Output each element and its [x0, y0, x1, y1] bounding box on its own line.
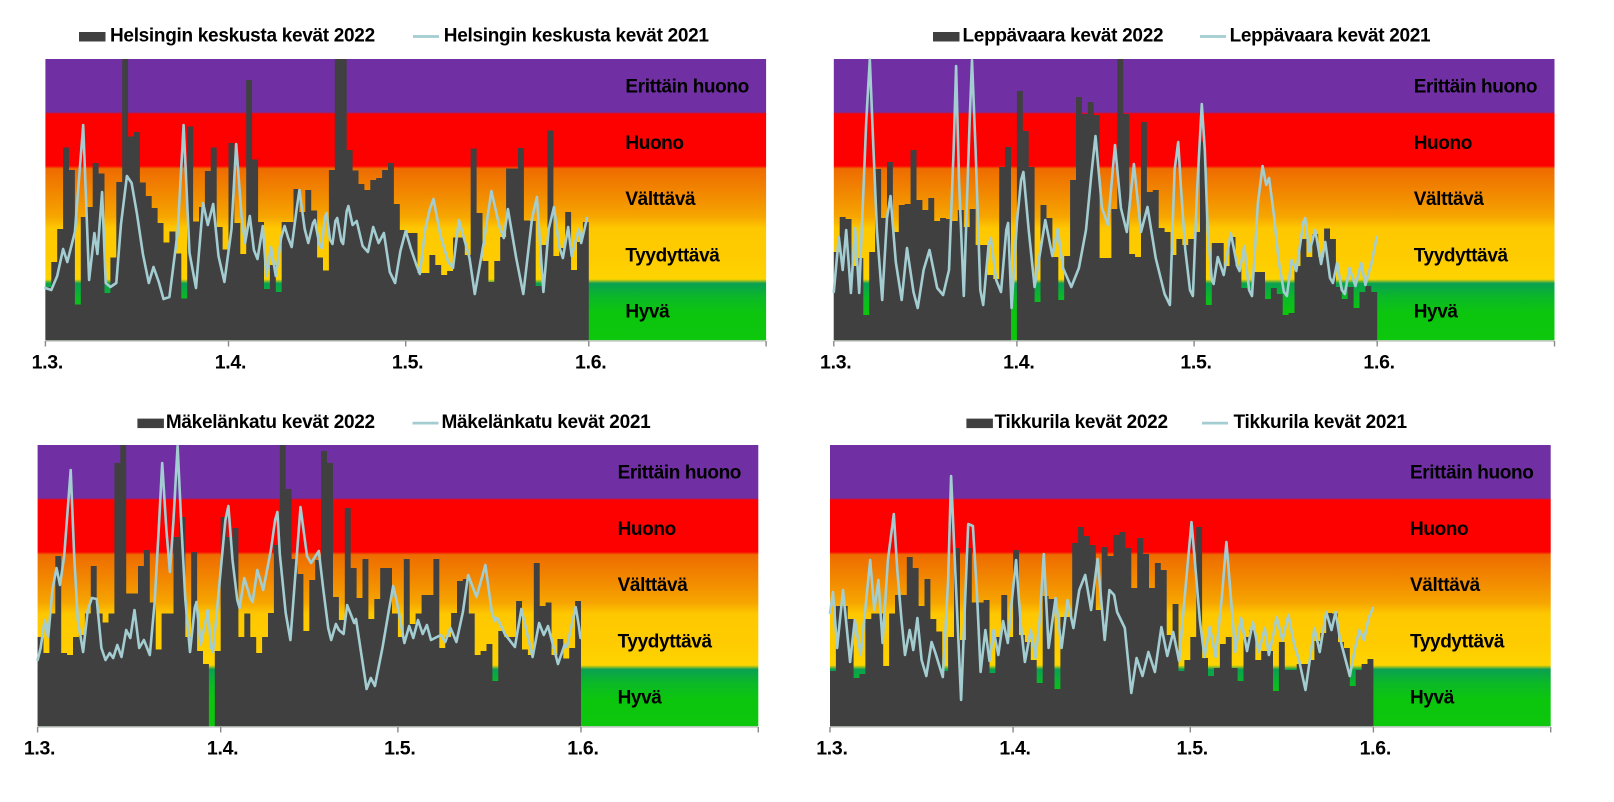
svg-text:1.5.: 1.5. [384, 738, 415, 760]
svg-text:Välttävä: Välttävä [1410, 575, 1481, 596]
svg-text:Välttävä: Välttävä [625, 189, 696, 210]
svg-text:Erittäin huono: Erittäin huono [1410, 463, 1533, 484]
svg-text:1.5.: 1.5. [1177, 738, 1208, 760]
svg-text:1.6.: 1.6. [575, 352, 606, 374]
svg-text:Mäkelänkatu kevät 2022: Mäkelänkatu kevät 2022 [166, 412, 375, 433]
svg-text:Hyvä: Hyvä [1414, 302, 1459, 323]
svg-text:Huono: Huono [618, 519, 676, 540]
svg-text:Välttävä: Välttävä [618, 575, 689, 596]
svg-text:1.4.: 1.4. [1003, 352, 1034, 374]
svg-text:1.3.: 1.3. [816, 738, 847, 760]
svg-text:Huono: Huono [625, 133, 683, 154]
svg-text:1.3.: 1.3. [24, 738, 55, 760]
svg-text:Huono: Huono [1414, 133, 1472, 154]
svg-text:Välttävä: Välttävä [1414, 189, 1485, 210]
svg-text:1.3.: 1.3. [820, 352, 851, 374]
svg-text:Erittäin huono: Erittäin huono [1414, 77, 1537, 98]
svg-text:Helsingin keskusta kevät 2022: Helsingin keskusta kevät 2022 [110, 26, 375, 47]
svg-text:Erittäin huono: Erittäin huono [618, 463, 741, 484]
svg-text:1.4.: 1.4. [999, 738, 1030, 760]
svg-text:Hyvä: Hyvä [1410, 688, 1455, 709]
svg-text:1.5.: 1.5. [392, 352, 423, 374]
svg-text:1.3.: 1.3. [32, 352, 63, 374]
svg-text:Hyvä: Hyvä [618, 688, 663, 709]
svg-text:Leppävaara kevät 2021: Leppävaara kevät 2021 [1230, 26, 1431, 47]
svg-text:1.6.: 1.6. [1360, 738, 1391, 760]
svg-text:1.5.: 1.5. [1180, 352, 1211, 374]
svg-text:Erittäin huono: Erittäin huono [625, 77, 748, 98]
svg-text:Tyydyttävä: Tyydyttävä [1410, 631, 1505, 652]
svg-text:Tyydyttävä: Tyydyttävä [625, 245, 720, 266]
svg-text:1.4.: 1.4. [215, 352, 246, 374]
svg-text:Tyydyttävä: Tyydyttävä [1414, 245, 1509, 266]
svg-text:1.4.: 1.4. [207, 738, 238, 760]
svg-text:Tikkurila kevät 2021: Tikkurila kevät 2021 [1234, 412, 1408, 433]
svg-text:Huono: Huono [1410, 519, 1468, 540]
svg-text:Hyvä: Hyvä [625, 302, 670, 323]
svg-text:Tikkurila kevät 2022: Tikkurila kevät 2022 [995, 412, 1168, 433]
svg-text:1.6.: 1.6. [1363, 352, 1394, 374]
svg-text:Helsingin keskusta kevät 2021: Helsingin keskusta kevät 2021 [444, 26, 710, 47]
svg-text:Tyydyttävä: Tyydyttävä [618, 631, 713, 652]
svg-text:1.6.: 1.6. [567, 738, 598, 760]
svg-text:Leppävaara kevät 2022: Leppävaara kevät 2022 [963, 26, 1164, 47]
svg-text:Mäkelänkatu kevät 2021: Mäkelänkatu kevät 2021 [442, 412, 652, 433]
